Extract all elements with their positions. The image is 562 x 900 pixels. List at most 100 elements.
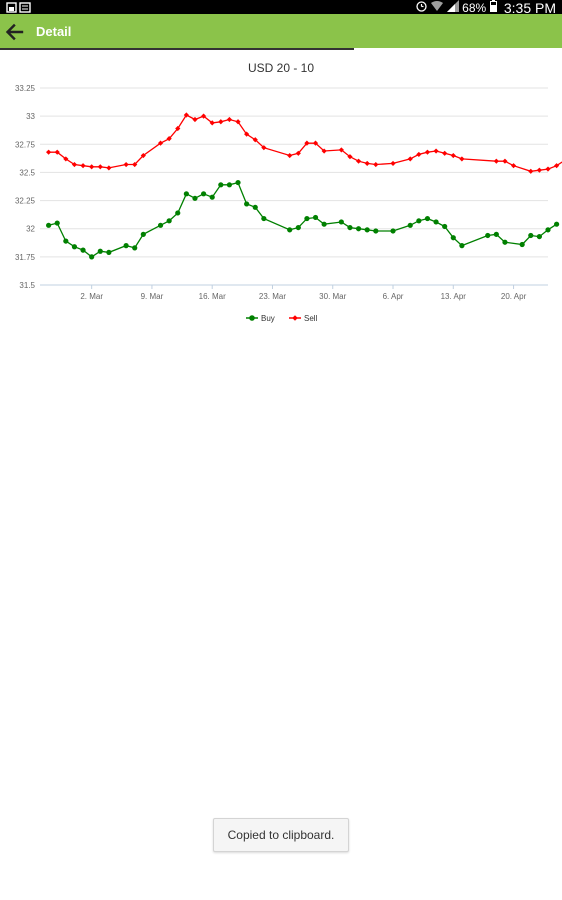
buy-data-point [338, 219, 344, 225]
buy-data-point [140, 231, 146, 237]
sell-data-point [536, 167, 542, 173]
buy-legend-marker [249, 315, 255, 321]
sell-data-point [502, 158, 508, 164]
sell-legend-marker [292, 315, 298, 321]
app-bar: Detail [0, 14, 562, 49]
sell-data-point [106, 165, 112, 171]
buy-data-point [545, 227, 551, 233]
y-tick-label: 31.5 [19, 281, 35, 290]
sell-data-point [287, 152, 293, 159]
rate-chart: USD 20 - 10 31.5 31.75 32 32.25 32.5 32.75 33 3… [0, 52, 562, 342]
buy-data-point [252, 204, 258, 210]
buy-data-point [485, 232, 491, 239]
sell-data-point [46, 149, 52, 155]
notification-icon [6, 2, 31, 13]
status-bar: 68% 3:35 PM [0, 0, 562, 15]
arrow-left-icon [5, 23, 24, 41]
sell-data-point [166, 136, 172, 142]
sell-data-point [373, 161, 379, 168]
buy-data-point [433, 219, 439, 225]
sell-data-point [226, 116, 233, 123]
buy-data-point [528, 232, 534, 239]
buy-data-point [502, 239, 508, 245]
sell-data-point [493, 158, 499, 164]
sell-data-point [433, 148, 439, 154]
buy-data-point [304, 215, 310, 222]
sell-data-point [209, 120, 215, 126]
battery-icon [489, 0, 500, 15]
x-tick-label: 13. Apr [441, 292, 467, 301]
x-tick-label: 9. Mar [141, 292, 164, 301]
toast-message: Copied to clipboard. [213, 818, 349, 852]
page-title: Detail [36, 24, 72, 39]
sell-data-point [183, 112, 189, 118]
buy-data-point [390, 228, 396, 234]
sell-data-point [80, 163, 86, 169]
buy-data-point [71, 244, 78, 250]
y-tick-label: 31.75 [15, 253, 36, 262]
chart-axes: 31.5 31.75 32 32.25 32.5 32.75 33 33.25 2. Mar 9.… [15, 84, 548, 301]
sell-data-point [140, 152, 146, 159]
buy-data-point [442, 223, 448, 230]
buy-data-point [459, 243, 465, 249]
sell-data-point [528, 168, 534, 174]
x-tick-label: 23. Mar [259, 292, 286, 301]
chart-grid [40, 87, 548, 286]
buy-data-point [244, 201, 250, 207]
sell-data-point [390, 160, 396, 167]
buy-data-point [209, 194, 215, 200]
sell-data-point [71, 161, 78, 168]
y-tick-label: 32.5 [19, 168, 35, 177]
buy-data-point [321, 221, 327, 227]
sell-data-point [554, 163, 560, 169]
sell-data-point [192, 116, 198, 123]
rate-chart-svg: USD 20 - 10 31.531.753232.2532.532.75333… [15, 61, 562, 323]
battery-percent: 68% [462, 0, 487, 15]
sell-data-point [97, 164, 103, 170]
y-tick-label: 33 [26, 112, 35, 121]
buy-data-point [226, 182, 233, 188]
buy-data-point [89, 254, 95, 260]
sell-data-point [424, 149, 431, 155]
buy-data-point [312, 214, 319, 221]
sell-data-point [355, 158, 362, 164]
buy-data-point [536, 233, 542, 240]
buy-data-point [355, 226, 362, 232]
loading-progress-fill [0, 48, 355, 50]
alarm-icon [415, 1, 431, 15]
sell-data-point [459, 156, 465, 162]
y-tick-label: 32.75 [15, 140, 36, 149]
x-tick-label: 30. Mar [319, 292, 346, 301]
buy-data-point [554, 221, 560, 227]
sell-data-point [123, 161, 129, 168]
buy-legend-label: Buy [261, 314, 275, 323]
buy-data-point [192, 195, 198, 201]
sell-data-point [510, 163, 517, 169]
buy-data-point [493, 231, 499, 237]
buy-data-point [106, 249, 112, 255]
sell-data-point [416, 151, 422, 158]
sell-data-point [545, 166, 551, 172]
buy-data-point [80, 247, 86, 253]
signal-icon [446, 0, 462, 15]
status-notification-icons [6, 1, 36, 19]
buy-data-point [347, 224, 353, 231]
buy-data-point [183, 191, 189, 197]
buy-data-point [373, 228, 379, 234]
sell-data-point [244, 131, 250, 137]
sell-data-point [347, 154, 353, 160]
sell-data-point [200, 113, 207, 119]
back-button[interactable] [4, 22, 24, 42]
sell-data-point [235, 119, 241, 125]
status-right-group: 68% 3:35 PM [415, 0, 556, 15]
buy-data-point [175, 210, 181, 216]
buy-data-point [132, 245, 138, 251]
sell-data-point [450, 152, 456, 159]
sell-data-point [304, 140, 310, 146]
chart-series [46, 112, 562, 260]
sell-data-point [442, 150, 448, 156]
buy-data-point [450, 235, 456, 241]
buy-data-point [287, 227, 293, 233]
y-tick-label: 32.25 [15, 197, 36, 206]
buy-data-point [200, 191, 207, 197]
